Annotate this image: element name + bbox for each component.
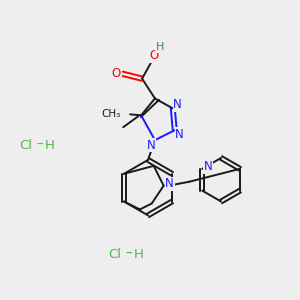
Text: –: – — [36, 138, 43, 152]
Text: H: H — [156, 42, 164, 52]
Text: N: N — [147, 139, 155, 152]
Text: O: O — [149, 50, 159, 62]
Text: H: H — [45, 139, 55, 152]
Text: N: N — [175, 128, 184, 141]
Text: O: O — [112, 67, 121, 80]
Text: N: N — [204, 160, 212, 173]
Text: Cl: Cl — [108, 248, 122, 260]
Text: CH₃: CH₃ — [101, 109, 120, 119]
Text: –: – — [125, 247, 132, 261]
Text: H: H — [134, 248, 144, 260]
Text: N: N — [165, 177, 174, 190]
Text: N: N — [173, 98, 182, 111]
Text: Cl: Cl — [19, 139, 32, 152]
